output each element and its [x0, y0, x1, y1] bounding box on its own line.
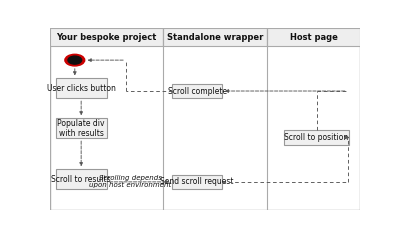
Circle shape: [65, 54, 85, 66]
Text: Populate div
with results: Populate div with results: [58, 118, 105, 138]
FancyBboxPatch shape: [172, 84, 222, 98]
Text: User clicks button: User clicks button: [47, 84, 116, 93]
FancyBboxPatch shape: [163, 28, 267, 46]
Circle shape: [68, 56, 82, 64]
Text: Scrolling depends
upon host environment: Scrolling depends upon host environment: [90, 175, 172, 188]
Text: Scroll complete: Scroll complete: [168, 87, 227, 96]
FancyBboxPatch shape: [284, 130, 349, 145]
Text: Scroll to position: Scroll to position: [284, 133, 349, 142]
Text: Standalone wrapper: Standalone wrapper: [167, 33, 263, 42]
FancyBboxPatch shape: [56, 78, 107, 98]
FancyBboxPatch shape: [50, 28, 163, 46]
Text: Send scroll request: Send scroll request: [160, 177, 234, 186]
Text: Scroll to results: Scroll to results: [51, 175, 111, 184]
FancyBboxPatch shape: [267, 28, 360, 46]
FancyBboxPatch shape: [172, 175, 222, 189]
FancyBboxPatch shape: [50, 28, 360, 210]
FancyBboxPatch shape: [56, 169, 107, 189]
Text: Your bespoke project: Your bespoke project: [56, 33, 157, 42]
Text: Host page: Host page: [290, 33, 338, 42]
FancyBboxPatch shape: [56, 118, 107, 138]
